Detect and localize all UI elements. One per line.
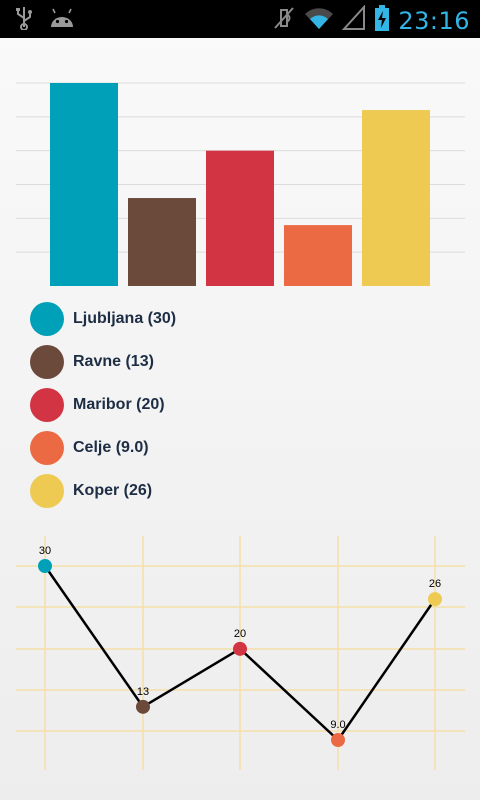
bar-chart (16, 82, 465, 286)
mute-icon (272, 5, 296, 36)
point-koper (428, 592, 442, 607)
legend-swatch (30, 302, 64, 336)
status-time: 23:16 (398, 6, 470, 35)
legend-label: Ravne (13) (73, 353, 154, 370)
battery-charging-icon (374, 4, 390, 37)
point-label: 9.0 (330, 719, 345, 731)
point-maribor (233, 641, 247, 656)
bar-ravne (128, 198, 196, 286)
legend-label: Ljubljana (30) (73, 310, 177, 327)
legend-label: Koper (26) (73, 482, 153, 499)
point-label: 20 (234, 628, 246, 640)
bar-koper (362, 110, 430, 286)
point-label: 26 (429, 578, 441, 590)
point-celje (331, 733, 345, 747)
line-chart: 30 13 20 9.0 26 (16, 536, 465, 770)
status-bar: 23:16 (0, 0, 480, 38)
legend-swatch (30, 345, 64, 379)
point-label: 30 (39, 545, 51, 557)
bar-maribor (206, 150, 274, 286)
legend-label: Maribor (20) (73, 396, 165, 413)
legend-swatch (30, 474, 64, 508)
bar-celje (284, 225, 352, 286)
bar-ljubljana (50, 83, 118, 286)
wifi-icon (304, 5, 334, 36)
legend-label: Celje (9.0) (73, 439, 149, 456)
legend-swatch (30, 431, 64, 465)
point-ravne (136, 699, 150, 714)
point-label: 13 (137, 686, 149, 698)
signal-icon (342, 4, 366, 36)
legend-swatch (30, 388, 64, 422)
android-icon (48, 7, 76, 34)
point-ljubljana (38, 559, 52, 573)
usb-icon (14, 6, 34, 35)
